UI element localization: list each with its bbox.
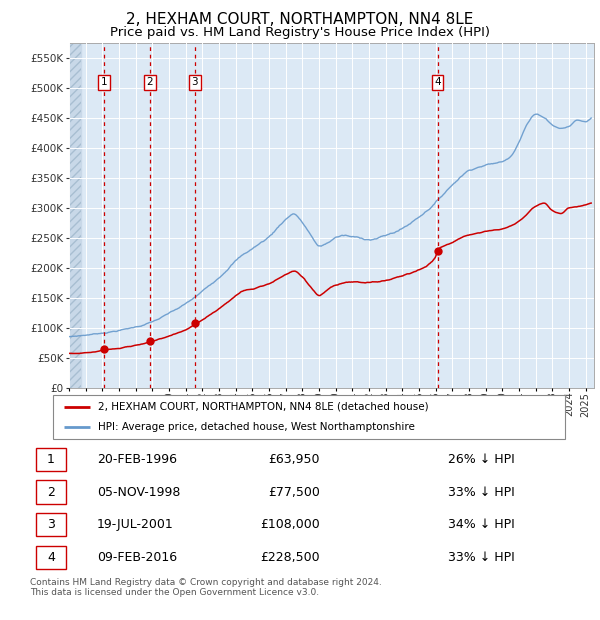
Text: HPI: Average price, detached house, West Northamptonshire: HPI: Average price, detached house, West… (98, 422, 415, 432)
FancyBboxPatch shape (35, 480, 66, 504)
Text: 2, HEXHAM COURT, NORTHAMPTON, NN4 8LE: 2, HEXHAM COURT, NORTHAMPTON, NN4 8LE (127, 12, 473, 27)
Text: 1: 1 (47, 453, 55, 466)
Text: 2: 2 (47, 485, 55, 498)
Text: 1: 1 (101, 78, 107, 87)
Text: 2: 2 (146, 78, 153, 87)
Text: 34% ↓ HPI: 34% ↓ HPI (449, 518, 515, 531)
FancyBboxPatch shape (35, 513, 66, 536)
Bar (69, 43, 80, 388)
Text: 2, HEXHAM COURT, NORTHAMPTON, NN4 8LE (detached house): 2, HEXHAM COURT, NORTHAMPTON, NN4 8LE (d… (98, 402, 429, 412)
FancyBboxPatch shape (35, 546, 66, 569)
Text: £77,500: £77,500 (268, 485, 320, 498)
Text: £228,500: £228,500 (260, 551, 320, 564)
Text: 26% ↓ HPI: 26% ↓ HPI (449, 453, 515, 466)
Text: £108,000: £108,000 (260, 518, 320, 531)
Text: 4: 4 (434, 78, 441, 87)
Text: 3: 3 (47, 518, 55, 531)
Text: 20-FEB-1996: 20-FEB-1996 (97, 453, 177, 466)
Text: 09-FEB-2016: 09-FEB-2016 (97, 551, 177, 564)
Bar (69, 43, 80, 388)
Text: 4: 4 (47, 551, 55, 564)
Text: Price paid vs. HM Land Registry's House Price Index (HPI): Price paid vs. HM Land Registry's House … (110, 26, 490, 39)
FancyBboxPatch shape (35, 448, 66, 471)
Text: £63,950: £63,950 (269, 453, 320, 466)
Text: Contains HM Land Registry data © Crown copyright and database right 2024.
This d: Contains HM Land Registry data © Crown c… (30, 578, 382, 597)
Text: 33% ↓ HPI: 33% ↓ HPI (449, 485, 515, 498)
Text: 19-JUL-2001: 19-JUL-2001 (97, 518, 174, 531)
FancyBboxPatch shape (53, 395, 565, 439)
Text: 33% ↓ HPI: 33% ↓ HPI (449, 551, 515, 564)
Text: 3: 3 (191, 78, 198, 87)
Text: 05-NOV-1998: 05-NOV-1998 (97, 485, 181, 498)
